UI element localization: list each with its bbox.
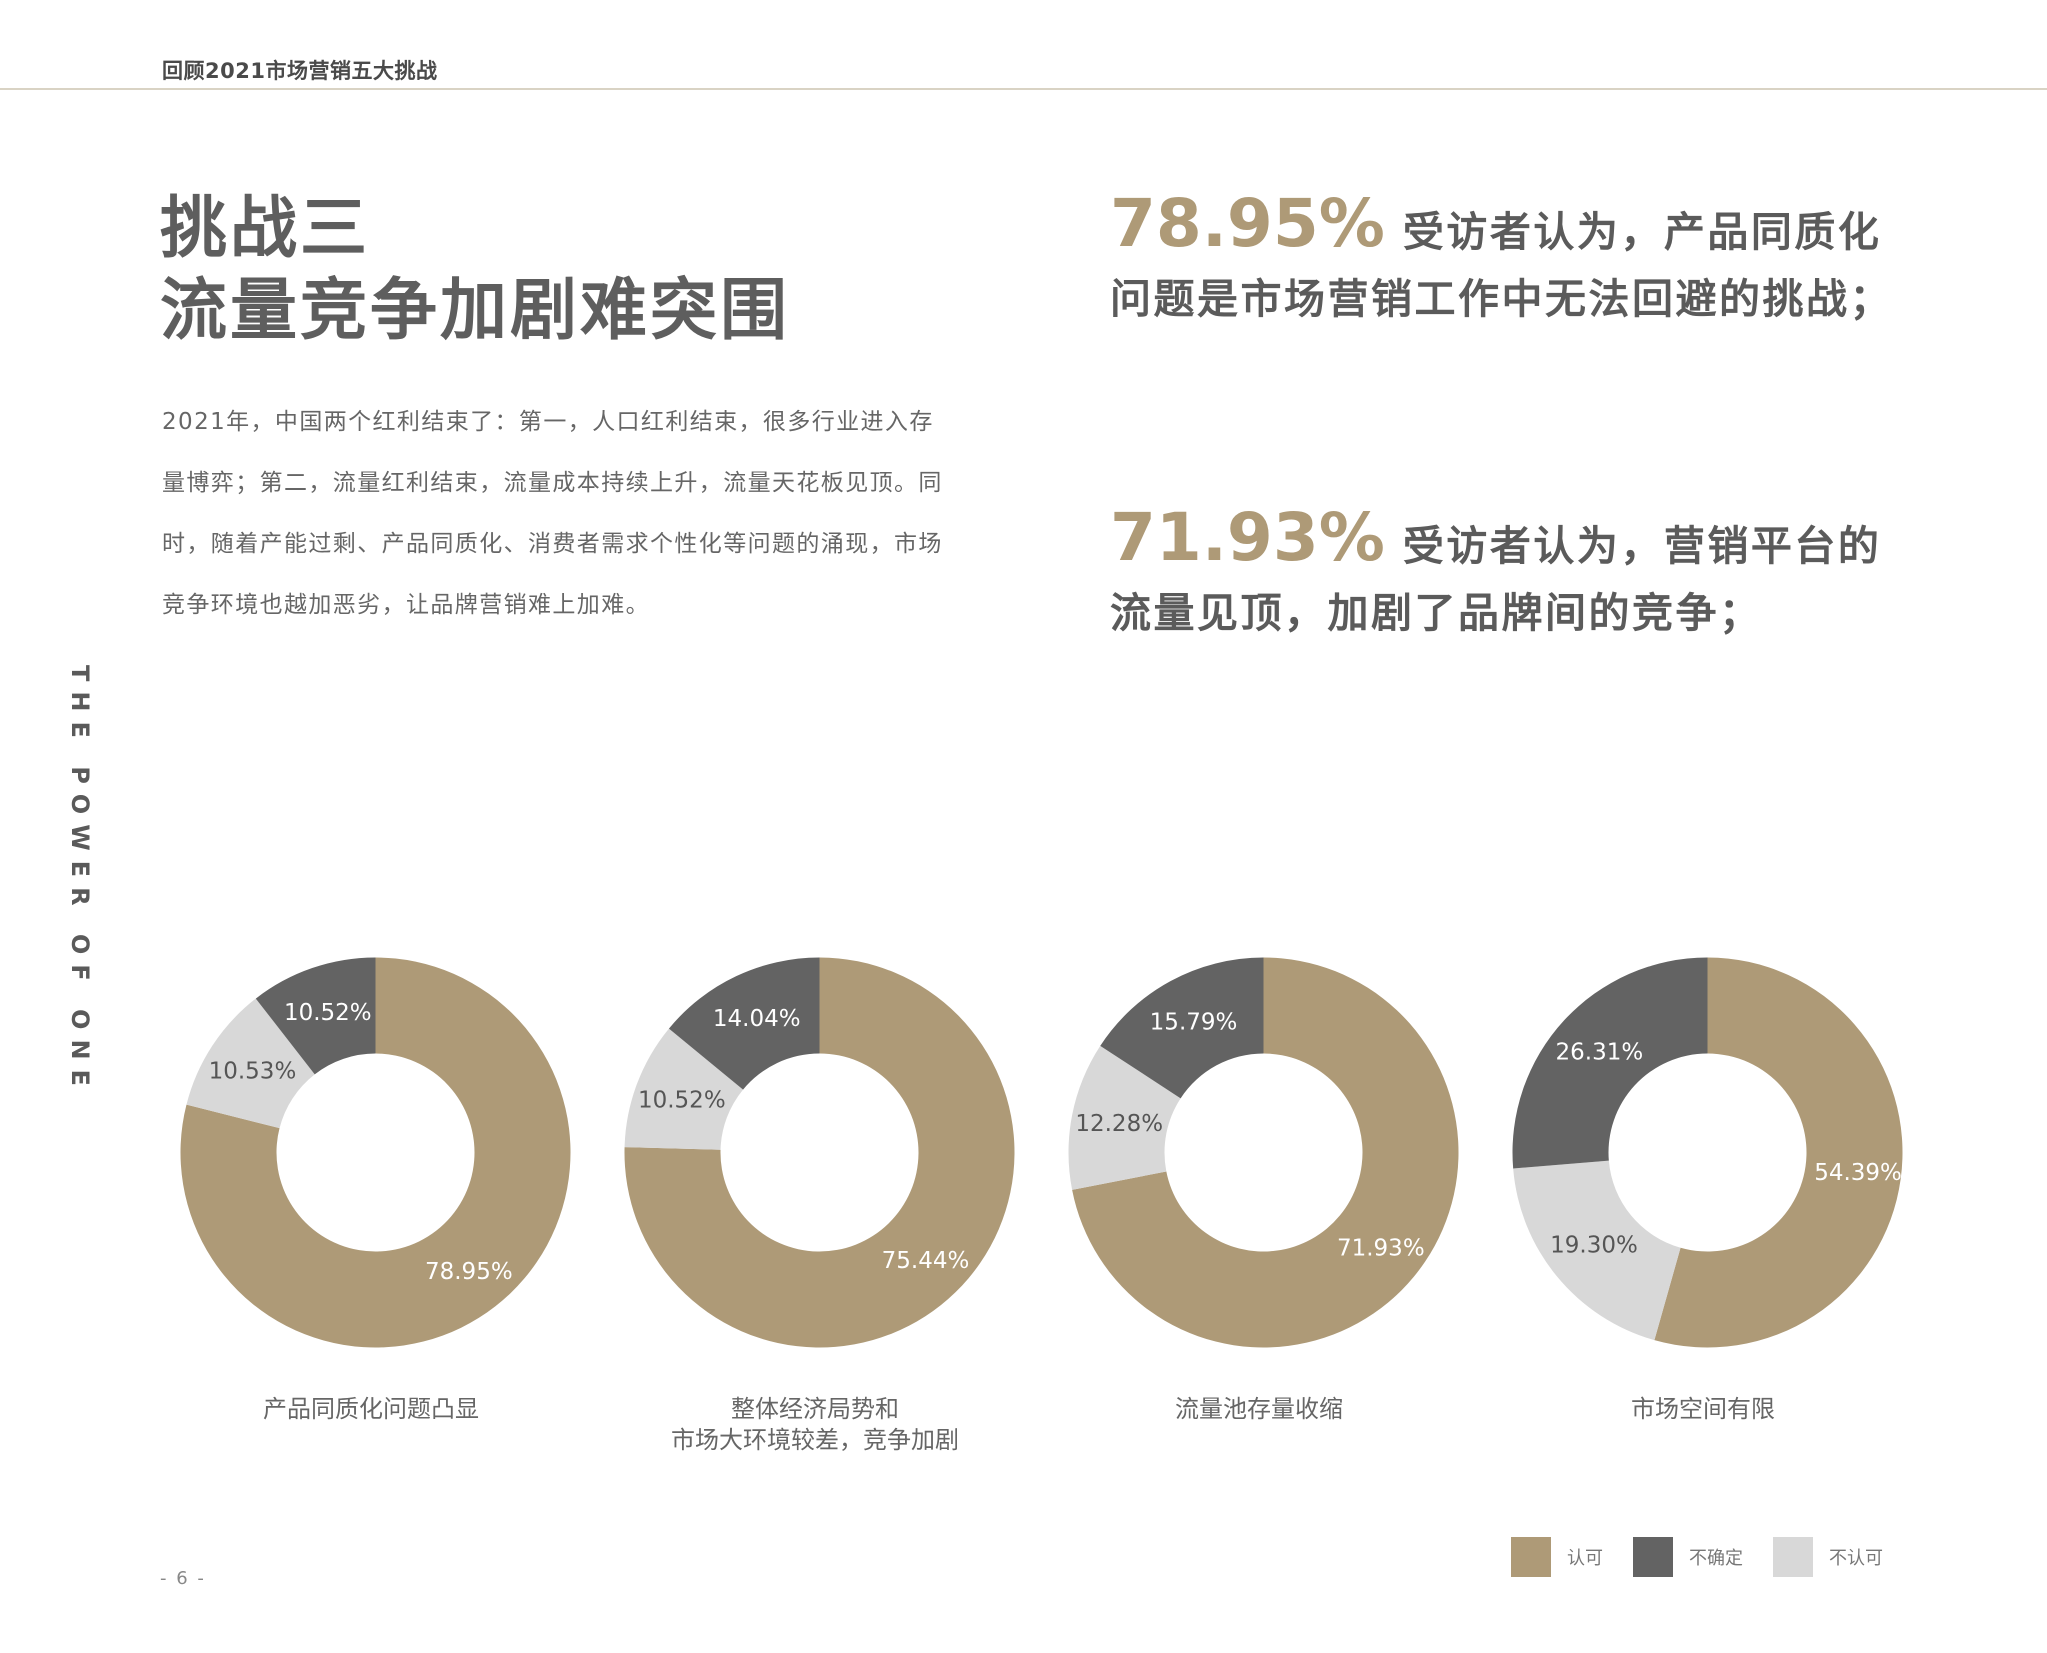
- donut-svg: 75.44% 10.52% 14.04%: [624, 957, 1015, 1348]
- donut-slice-approve: [180, 957, 571, 1348]
- donut-label-approve: 78.95%: [425, 1259, 513, 1285]
- donut-label-uncertain: 14.04%: [713, 1006, 801, 1032]
- chart-1-caption: 产品同质化问题凸显: [181, 1394, 561, 1425]
- donut-label-approve: 71.93%: [1337, 1236, 1425, 1262]
- donut-label-uncertain: 15.79%: [1150, 1010, 1238, 1036]
- chart-caption-line: 产品同质化问题凸显: [263, 1395, 479, 1423]
- chart-legend: 认可 不确定 不认可: [1511, 1537, 1913, 1577]
- stat-1-percent: 78.95%: [1110, 185, 1385, 262]
- donut-slice-uncertain: [255, 957, 376, 1075]
- legend-label-uncertain: 不确定: [1689, 1548, 1743, 1569]
- legend-label-disapprove: 不认可: [1829, 1548, 1883, 1569]
- donut-svg: 71.93% 12.28% 15.79%: [1068, 957, 1459, 1348]
- donut-slice-uncertain: [668, 957, 820, 1090]
- page-number: - 6 -: [160, 1568, 206, 1589]
- header-divider: [0, 88, 2047, 90]
- stat-1-text: 受访者认为，产品同质化问题是市场营销工作中无法回避的挑战；: [1110, 208, 1893, 323]
- legend-item-approve: 认可: [1511, 1537, 1603, 1577]
- donut-label-disapprove: 10.52%: [638, 1087, 726, 1113]
- stat-block-1: 78.95% 受访者认为，产品同质化问题是市场营销工作中无法回避的挑战；: [1110, 190, 1910, 333]
- donut-chart-2: 75.44% 10.52% 14.04%: [622, 955, 1017, 1350]
- stat-2-text: 受访者认为，营销平台的流量见顶，加剧了品牌间的竞争；: [1110, 522, 1882, 637]
- donut-label-approve: 75.44%: [882, 1248, 970, 1274]
- chart-3-caption: 流量池存量收缩: [1069, 1394, 1449, 1425]
- donut-label-disapprove: 12.28%: [1075, 1111, 1163, 1137]
- donut-slice-uncertain: [1512, 957, 1708, 1169]
- donut-label-uncertain: 10.52%: [284, 1000, 372, 1026]
- donut-slice-disapprove: [186, 998, 315, 1129]
- legend-swatch-uncertain: [1633, 1537, 1673, 1577]
- side-vertical-text: THE POWER OF ONE: [66, 665, 94, 1096]
- donut-svg: 78.95% 10.53% 10.52%: [180, 957, 571, 1348]
- chart-2-caption: 整体经济局势和市场大环境较差，竞争加剧: [625, 1394, 1005, 1456]
- donut-slice-disapprove: [1068, 1045, 1181, 1190]
- donut-svg: 54.39% 19.30% 26.31%: [1512, 957, 1903, 1348]
- donut-slice-disapprove: [1513, 1160, 1681, 1341]
- legend-swatch-approve: [1511, 1537, 1551, 1577]
- donut-chart-1: 78.95% 10.53% 10.52%: [178, 955, 573, 1350]
- title-line-1: 挑战三: [160, 189, 370, 267]
- legend-item-uncertain: 不确定: [1633, 1537, 1743, 1577]
- donut-label-uncertain: 26.31%: [1556, 1039, 1644, 1065]
- donut-chart-4: 54.39% 19.30% 26.31%: [1510, 955, 1905, 1350]
- intro-paragraph: 2021年，中国两个红利结束了：第一，人口红利结束，很多行业进入存量博弈；第二，…: [162, 409, 943, 618]
- donut-slice-approve: [624, 957, 1015, 1348]
- page-title: 挑战三 流量竞争加剧难突围: [160, 187, 940, 351]
- chart-4-caption: 市场空间有限: [1513, 1394, 1893, 1425]
- donut-slice-approve: [1072, 957, 1459, 1348]
- chart-caption-line: 市场空间有限: [1631, 1395, 1775, 1423]
- donut-slice-uncertain: [1100, 957, 1264, 1099]
- donut-chart-3: 71.93% 12.28% 15.79%: [1066, 955, 1461, 1350]
- donut-label-disapprove: 19.30%: [1550, 1232, 1638, 1258]
- donut-slice-disapprove: [624, 1028, 744, 1150]
- legend-swatch-disapprove: [1773, 1537, 1813, 1577]
- stat-2-percent: 71.93%: [1110, 499, 1385, 576]
- donut-label-disapprove: 10.53%: [209, 1059, 297, 1085]
- donut-label-approve: 54.39%: [1814, 1160, 1902, 1186]
- stat-block-2: 71.93% 受访者认为，营销平台的流量见顶，加剧了品牌间的竞争；: [1110, 504, 1910, 647]
- legend-item-disapprove: 不认可: [1773, 1537, 1883, 1577]
- chart-caption-line: 流量池存量收缩: [1175, 1395, 1343, 1423]
- title-line-2: 流量竞争加剧难突围: [160, 271, 790, 349]
- header-title: 回顾2021市场营销五大挑战: [162, 59, 438, 83]
- donut-slice-approve: [1654, 957, 1903, 1348]
- chart-caption-line: 整体经济局势和: [731, 1395, 899, 1423]
- chart-caption-line: 市场大环境较差，竞争加剧: [671, 1426, 959, 1454]
- legend-label-approve: 认可: [1567, 1548, 1603, 1569]
